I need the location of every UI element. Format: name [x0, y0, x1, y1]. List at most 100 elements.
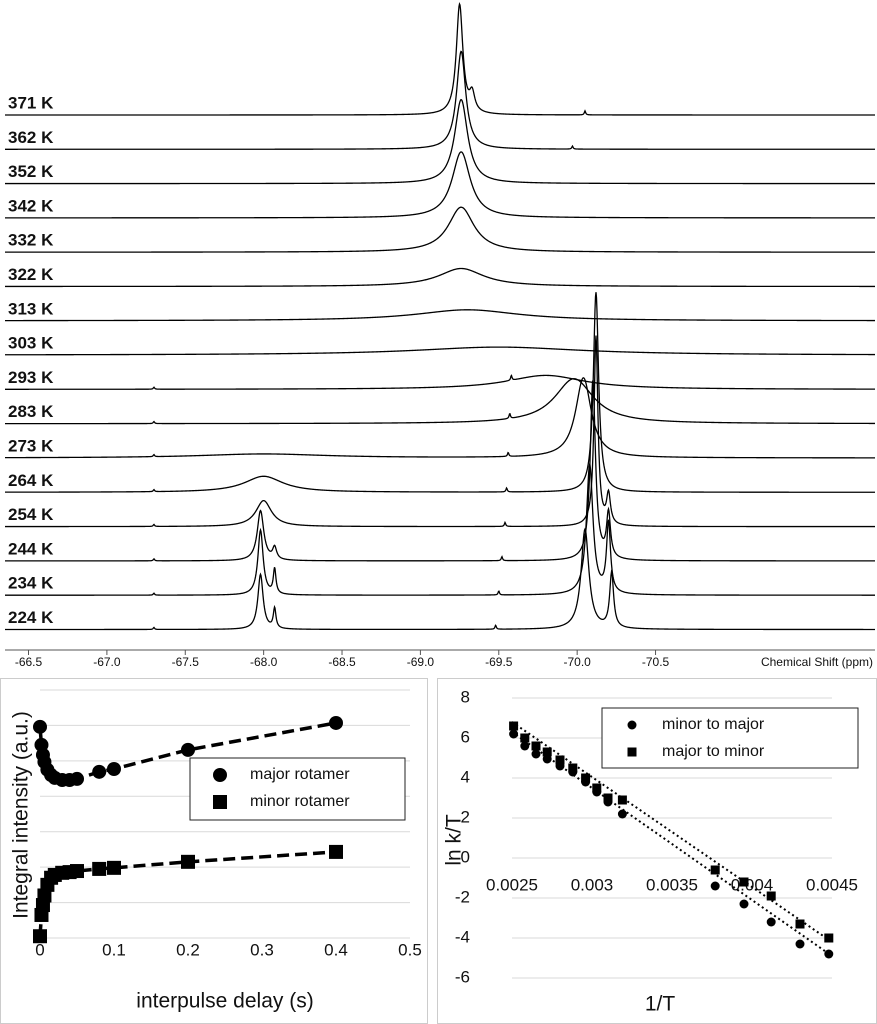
point: [509, 721, 519, 731]
spectrum: [5, 380, 875, 562]
point: [555, 755, 565, 765]
point: [520, 733, 530, 743]
point: [795, 939, 805, 949]
y-tick-label: 8: [461, 687, 470, 706]
x-tick-label: -70.0: [563, 655, 591, 669]
x-tick-label: 0.3: [250, 940, 274, 959]
x-tick-label: -67.5: [172, 655, 200, 669]
spectrum: [5, 206, 875, 253]
legend-box: [189, 757, 406, 821]
spectrum-label: 273 K: [8, 436, 54, 455]
point: [542, 747, 552, 757]
y-tick-label: 2: [461, 807, 470, 826]
y-tick-label: 0: [461, 847, 470, 866]
point: [33, 719, 47, 734]
spectrum-label: 342 K: [8, 196, 54, 215]
legend-marker: [213, 795, 227, 809]
point: [542, 754, 552, 764]
point: [37, 888, 52, 903]
legend-label: minor to major: [662, 716, 765, 733]
x-tick-label: -67.0: [93, 655, 121, 669]
spectrum-label: 244 K: [8, 539, 54, 558]
x-tick-label: 0.0035: [646, 875, 698, 894]
y-tick-label: -2: [455, 887, 470, 906]
spectrum-label: 293 K: [8, 368, 54, 387]
spectrum: [5, 346, 875, 356]
point: [92, 861, 107, 876]
legend-label: minor rotamer: [250, 793, 350, 810]
x-tick-label: 0: [35, 940, 44, 959]
point: [739, 899, 749, 909]
point: [710, 865, 720, 875]
spectrum-label: 264 K: [8, 471, 54, 490]
x-axis-label: interpulse delay (s): [136, 990, 313, 1013]
point: [581, 773, 591, 783]
spectrum: [4, 267, 875, 288]
x-tick-label: -70.5: [642, 655, 670, 669]
x-tick-label: -69.5: [485, 655, 513, 669]
spectrum-label: 303 K: [8, 334, 54, 353]
spectrum: [5, 377, 875, 459]
spectrum-label: 313 K: [8, 299, 54, 318]
x-tick-label: -68.0: [250, 655, 278, 669]
spectrum: [5, 463, 875, 596]
point: [33, 929, 47, 944]
point: [107, 762, 121, 777]
x-tick-label: -66.5: [15, 655, 43, 669]
spectrum: [5, 50, 875, 150]
spectrum-label: 254 K: [8, 505, 54, 524]
spectrum: [5, 335, 875, 528]
point: [766, 891, 776, 901]
spectrum-label: 283 K: [8, 402, 54, 421]
x-tick-label: 0.0045: [806, 875, 858, 894]
point: [329, 715, 343, 730]
x-tick-label: 0.003: [571, 875, 614, 894]
spectrum-label: 352 K: [8, 162, 54, 181]
spectrum: [5, 374, 875, 390]
spectrum: [5, 98, 875, 185]
point: [568, 763, 578, 773]
point: [603, 793, 613, 803]
y-tick-label: 4: [461, 767, 470, 786]
x-tick-label: 0.2: [176, 940, 200, 959]
spectrum: [5, 527, 875, 631]
spectrum: [5, 378, 875, 425]
point: [70, 864, 84, 879]
point: [766, 917, 776, 927]
spectrum-label: 234 K: [8, 574, 54, 593]
point: [824, 949, 834, 959]
x-tick-label: -68.5: [328, 655, 356, 669]
spectrum-label: 332 K: [8, 231, 54, 250]
point: [181, 854, 195, 869]
point: [329, 844, 343, 859]
point: [795, 919, 805, 929]
x-axis-label: Chemical Shift (ppm): [761, 655, 873, 669]
spectrum: [5, 292, 875, 493]
x-tick-label: 0.1: [102, 940, 126, 959]
point: [520, 741, 530, 751]
legend-label: major to minor: [662, 743, 765, 760]
spectrum-label: 322 K: [8, 265, 54, 284]
point: [70, 771, 84, 786]
point: [592, 783, 602, 793]
spectrum: [5, 2, 875, 116]
y-axis-label: Integral intensity (a.u.): [10, 711, 33, 919]
point: [710, 881, 720, 891]
point: [739, 877, 749, 887]
legend-marker: [213, 768, 227, 782]
y-tick-label: 6: [461, 727, 470, 746]
spectrum: [5, 151, 875, 219]
point: [617, 809, 627, 819]
point: [92, 764, 107, 779]
x-tick-label: 0.5: [398, 940, 422, 959]
point: [531, 741, 541, 751]
legend-box: [601, 707, 859, 769]
point: [617, 795, 627, 805]
point: [181, 742, 195, 757]
x-tick-label: -69.0: [407, 655, 435, 669]
y-tick-label: -4: [455, 927, 470, 946]
point: [107, 860, 121, 875]
x-tick-label: 0.0025: [486, 875, 538, 894]
spectrum: [5, 309, 875, 322]
